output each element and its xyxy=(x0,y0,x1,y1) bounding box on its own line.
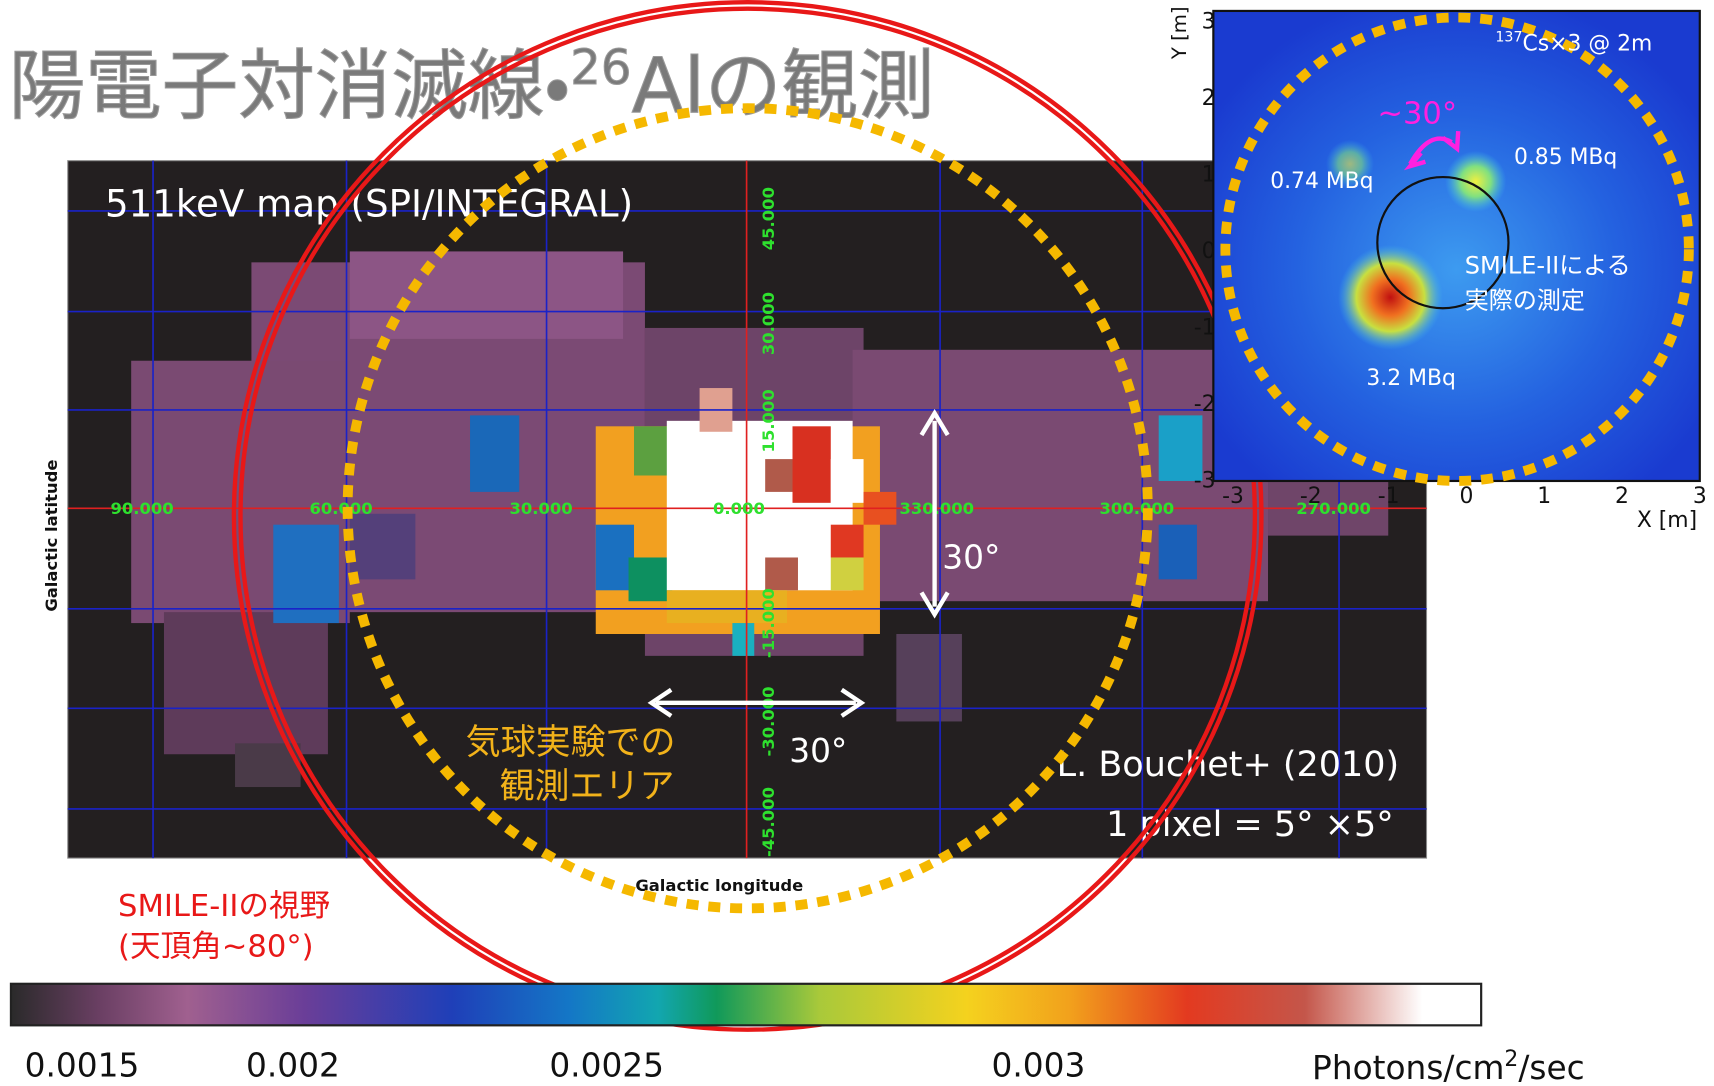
inset-y-tick-label: -2 xyxy=(1194,392,1216,417)
heat-cell xyxy=(831,459,864,503)
area-label: 気球実験での xyxy=(466,723,676,763)
inset-y-tick-label: -3 xyxy=(1194,469,1216,494)
source-activity: 0.85 MBq xyxy=(1514,145,1617,170)
inset-y-tick-label: -1 xyxy=(1194,315,1216,340)
heat-cell xyxy=(1159,525,1197,580)
inset-x-tick-label: 3 xyxy=(1693,484,1707,509)
latitude-tick-label: 45.000 xyxy=(759,187,778,250)
latitude-tick-label: -45.000 xyxy=(759,787,778,857)
longitude-tick-label: 60.000 xyxy=(309,499,372,518)
latitude-tick-label: -30.000 xyxy=(759,686,778,756)
heat-cell xyxy=(350,514,416,580)
area-label: 観測エリア xyxy=(500,767,675,807)
x-axis-label: Galactic longitude xyxy=(635,876,803,895)
heat-cell xyxy=(765,557,798,590)
unit-text: /sec xyxy=(1518,1049,1584,1086)
heat-cell xyxy=(765,459,792,492)
heat-cell xyxy=(831,557,864,590)
heat-cell xyxy=(732,623,754,656)
longitude-tick-label: 300.000 xyxy=(1100,499,1175,518)
source-superscript: 137 xyxy=(1495,30,1522,46)
y-axis-label: Galactic latitude xyxy=(42,460,61,612)
source-text: Cs×3 @ 2m xyxy=(1522,31,1652,56)
inset-x-tick-label: 2 xyxy=(1615,484,1629,509)
heat-cell xyxy=(793,426,831,503)
longitude-tick-label: 30.000 xyxy=(509,499,572,518)
latitude-tick-label: -15.000 xyxy=(759,588,778,658)
inset-x-tick-label: -2 xyxy=(1300,484,1322,509)
heat-cell xyxy=(596,525,634,591)
inset-x-tick-label: -1 xyxy=(1378,484,1400,509)
title-text: Alの観測 xyxy=(631,43,934,132)
colorbar-ticks: 0.0015 0.002 0.0025 0.003 xyxy=(25,1047,1086,1085)
source-activity: 3.2 MBq xyxy=(1366,366,1455,391)
unit-text: Photons/cm xyxy=(1312,1049,1504,1086)
colorbar-unit: Photons/cm2/sec xyxy=(1312,1047,1585,1086)
inset-x-tick-label: -3 xyxy=(1222,484,1244,509)
slide: 陽電子対消滅線・26Alの観測 xyxy=(0,0,1714,1086)
title-text: 陽電子対消滅線・ xyxy=(9,43,571,132)
inset-y-tick-label: 2 xyxy=(1202,86,1216,111)
source-activity: 0.74 MBq xyxy=(1270,169,1373,194)
note: 実際の測定 xyxy=(1465,286,1585,314)
inset-x-label: X [m] xyxy=(1637,508,1697,533)
colorbar-tick-label: 0.0025 xyxy=(549,1047,664,1085)
inset-y-tick-label: 0 xyxy=(1202,239,1216,264)
extent-label: 30° xyxy=(789,732,847,770)
page: 陽電子対消滅線・26Alの観測 xyxy=(0,0,1714,1086)
title-superscript: 26 xyxy=(570,40,631,96)
colorbar-tick-label: 0.003 xyxy=(992,1047,1086,1085)
credit: L. Bouchet+ (2010) xyxy=(1057,745,1400,785)
unit-superscript: 2 xyxy=(1504,1047,1518,1072)
fov-label: (天頂角~80°) xyxy=(118,929,314,964)
heat-cell xyxy=(629,557,673,601)
latitude-tick-label: 15.000 xyxy=(759,389,778,452)
heat-cell xyxy=(831,525,864,558)
inset-x-tick-label: 0 xyxy=(1459,484,1473,509)
colorbar-tick-label: 0.0015 xyxy=(25,1047,140,1085)
latitude-tick-label: 30.000 xyxy=(759,292,778,355)
inset-y-tick-label: 1 xyxy=(1202,162,1216,187)
warm-spot xyxy=(1445,151,1506,212)
extent-label: 30° xyxy=(942,538,1000,576)
inset-y-tick-label: 3 xyxy=(1202,9,1216,34)
slide-title: 陽電子対消滅線・26Alの観測 xyxy=(9,40,935,131)
longitude-tick-label: 90.000 xyxy=(111,499,174,518)
colorbar-tick-label: 0.002 xyxy=(246,1047,340,1085)
heat-cell xyxy=(470,415,519,492)
hot-spot xyxy=(1338,245,1443,350)
inset-y-label: Y [m] xyxy=(1168,6,1191,60)
note: SMILE-IIによる xyxy=(1465,251,1631,279)
map-label: 511keV map (SPI/INTEGRAL) xyxy=(105,182,633,225)
fov-label: SMILE-IIの視野 xyxy=(118,889,330,924)
longitude-tick-label: 0.000 xyxy=(713,499,765,518)
colorbar xyxy=(11,984,1481,1026)
angle-label: ~30° xyxy=(1377,97,1457,132)
inset-x-tick-label: 1 xyxy=(1537,484,1551,509)
